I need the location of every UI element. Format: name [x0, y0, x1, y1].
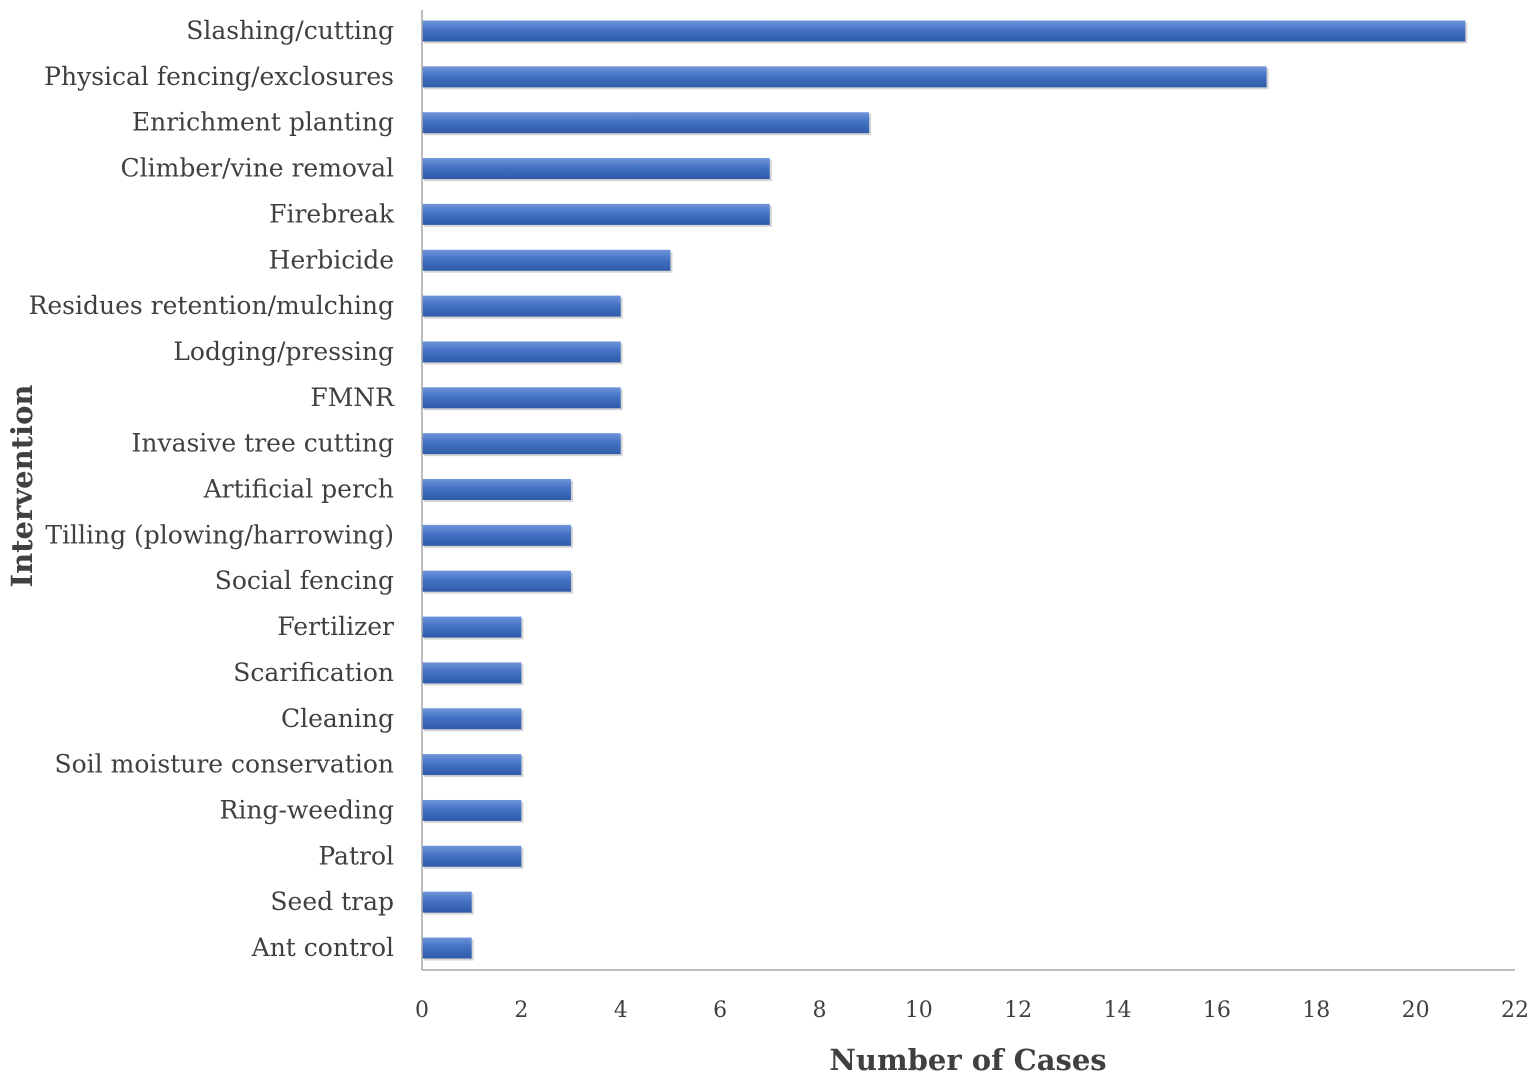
category-label: Fertilizer — [277, 612, 394, 641]
category-label: Firebreak — [269, 199, 395, 228]
category-label: Climber/vine removal — [121, 154, 395, 183]
bar-social-fencing — [422, 570, 572, 592]
bar-herbicide — [422, 249, 671, 271]
x-axis-title: Number of Cases — [829, 1043, 1106, 1077]
category-label: Herbicide — [269, 245, 394, 274]
category-label: Ant control — [251, 933, 394, 962]
category-label: Artificial perch — [203, 475, 394, 504]
category-label: Cleaning — [281, 704, 394, 733]
category-label: Residues retention/mulching — [29, 291, 394, 320]
category-label: FMNR — [310, 383, 395, 412]
bar-residues-retention-mulching — [422, 295, 621, 317]
x-tick-label: 8 — [812, 998, 826, 1023]
bar-invasive-tree-cutting — [422, 433, 621, 455]
bar-cleaning — [422, 708, 522, 730]
x-tick-label: 20 — [1402, 998, 1430, 1023]
category-label: Enrichment planting — [132, 108, 394, 137]
category-label: Seed trap — [270, 887, 394, 916]
category-label: Slashing/cutting — [186, 16, 394, 45]
category-label: Physical fencing/exclosures — [44, 62, 394, 91]
bar-slashing-cutting — [422, 20, 1466, 42]
bar-artificial-perch — [422, 479, 572, 500]
bar-scarification — [422, 662, 522, 684]
category-label: Invasive tree cutting — [131, 429, 394, 458]
x-tick-label: 10 — [905, 998, 933, 1023]
x-tick-label: 6 — [713, 998, 727, 1023]
category-label: Scarification — [233, 658, 394, 687]
category-label: Ring-weeding — [220, 795, 394, 824]
category-label: Soil moisture conservation — [55, 750, 395, 779]
bar-physical-fencing-exclosures — [422, 66, 1267, 88]
bar-ant-control — [422, 937, 472, 959]
x-tick-label: 4 — [614, 998, 628, 1023]
x-tick-labels: 0 2 4 6 8 10 12 14 16 18 20 22 — [415, 998, 1529, 1023]
bar-seed-trap — [422, 891, 472, 913]
bar-climber-vine-removal — [422, 158, 770, 180]
category-labels: Slashing/cutting Physical fencing/exclosu… — [29, 16, 396, 962]
bar-patrol — [422, 845, 522, 867]
bar-fertilizer — [422, 616, 522, 638]
category-label: Social fencing — [215, 566, 394, 595]
y-axis-title: Intervention — [5, 385, 39, 588]
x-tick-label: 0 — [415, 998, 429, 1023]
bar-tilling-plowing-harrowing — [422, 524, 572, 546]
bar-fmnr — [422, 387, 621, 409]
x-tick-label: 22 — [1501, 998, 1529, 1023]
bars — [422, 20, 1468, 961]
category-label: Patrol — [318, 841, 394, 870]
bar-firebreak — [422, 203, 770, 225]
x-tick-label: 18 — [1302, 998, 1330, 1023]
x-tick-label: 12 — [1004, 998, 1032, 1023]
x-tick-label: 2 — [514, 998, 528, 1023]
bar-soil-moisture-conservation — [422, 754, 522, 776]
category-label: Lodging/pressing — [173, 337, 394, 366]
bar-ring-weeding — [422, 799, 522, 821]
category-label: Tilling (plowing/harrowing) — [45, 520, 394, 549]
bar-enrichment-planting — [422, 112, 870, 134]
x-tick-label: 14 — [1104, 998, 1132, 1023]
bar-lodging-pressing — [422, 341, 621, 363]
x-tick-label: 16 — [1203, 998, 1231, 1023]
